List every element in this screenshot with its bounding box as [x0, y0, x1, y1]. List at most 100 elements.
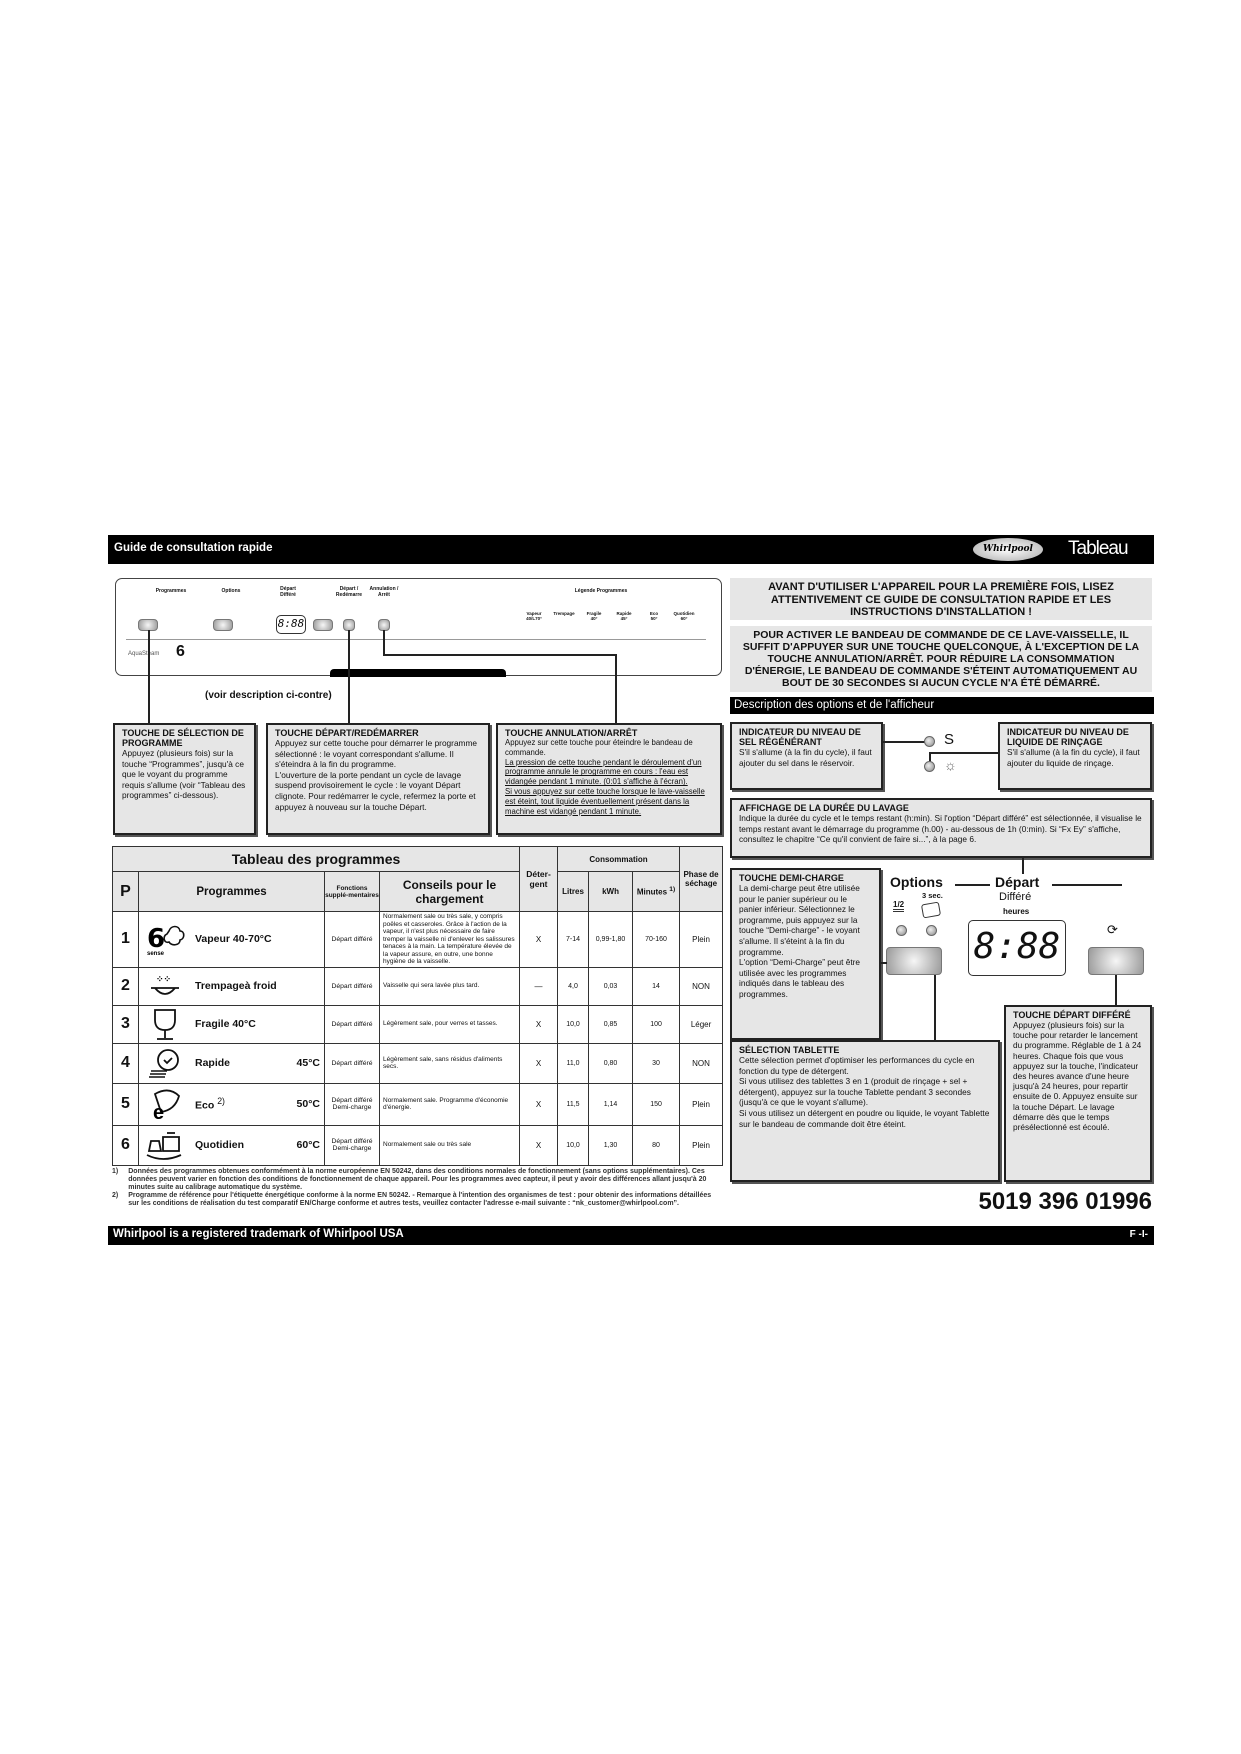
- table-row: 2 ⁘⁘ Trempageà froid Départ différé Vaiss…: [112, 966, 724, 1006]
- half-load-box: TOUCHE DEMI-CHARGE La demi-charge peut êt…: [730, 868, 881, 1040]
- table-title: Tableau des programmes: [111, 846, 521, 872]
- panel-label-depart-differe: Départ Différé: [280, 586, 296, 598]
- conseils-cell: Légèrement sale, sans résidus d'aliments…: [378, 1042, 521, 1084]
- footnote: 2) Programme de référence pour l'étiquett…: [112, 1192, 712, 1207]
- legend-item: Eco 50°: [649, 611, 659, 621]
- programme-number: 6: [112, 1124, 139, 1166]
- programme-temp: 60°C: [296, 1139, 320, 1151]
- legend-item: Trempage: [553, 611, 575, 616]
- programme-temp: 50°C: [296, 1098, 320, 1110]
- differe-label: Différé: [999, 891, 1032, 903]
- minutes-cell: 80: [632, 1124, 681, 1166]
- panel-label-annulation: Annulation / Arrêt: [369, 586, 399, 598]
- leader-line: [881, 962, 887, 964]
- leader-line: [934, 975, 936, 1040]
- divider: [955, 884, 990, 886]
- warning-read-first: AVANT D'UTILISER L'APPAREIL POUR LA PREM…: [730, 578, 1152, 620]
- panel-label-options: Options: [221, 588, 241, 594]
- kwh-cell: 0,03: [588, 966, 634, 1006]
- phase-cell: Plein: [679, 1124, 724, 1166]
- programme-name-cell: Rapide 45°C: [138, 1042, 325, 1084]
- programme-name-cell: 6 sense Vapeur 40-70°C: [138, 911, 325, 968]
- conseils-cell: Vaisselle qui sera lavée plus tard.: [378, 966, 521, 1006]
- leader-line: [615, 654, 617, 723]
- warning-activation: POUR ACTIVER LE BANDEAU DE COMMANDE DE C…: [730, 626, 1152, 692]
- eco-leaf-icon: e: [153, 1089, 181, 1122]
- rinse-led: [924, 761, 935, 772]
- three-sec-label: 3 sec.: [922, 891, 943, 900]
- salt-icon: S: [944, 731, 955, 748]
- options-label: Options: [890, 874, 943, 890]
- phase-cell: NON: [679, 966, 724, 1006]
- conseils-cell: Normalement sale ou très sale, y compris…: [378, 911, 521, 968]
- clock-plates-icon: [149, 1049, 179, 1078]
- table-row: 3 Fragile 40°C Départ différé Légèrement…: [112, 1004, 724, 1044]
- page-number: F -I-: [1129, 1229, 1148, 1240]
- panel-handle: [330, 669, 506, 677]
- detergent-cell: X: [519, 1042, 559, 1084]
- kwh-cell: 0,80: [588, 1042, 634, 1084]
- svg-text:e: e: [153, 1102, 164, 1122]
- phase-cell: Léger: [679, 1004, 724, 1044]
- delay-start-box: TOUCHE DÉPART DIFFÉRÉ Appuyez (plusieurs …: [1004, 1005, 1152, 1182]
- col-conseils: Conseils pour le chargement: [378, 871, 521, 912]
- programme-name: Trempageà froid: [195, 980, 277, 992]
- programme-selection-box: TOUCHE DE SÉLECTION DE PROGRAMME Appuyez …: [113, 723, 256, 835]
- panel-legend: Vapeur 40/L70° Trempage Fragile 40° Rapide…: [521, 611, 697, 621]
- glass-icon: [154, 1009, 176, 1040]
- guide-title: Guide de consultation rapide: [114, 542, 273, 554]
- col-minutes: Minutes 1): [632, 871, 681, 912]
- programme-name-cell: ⁘⁘ Trempageà froid: [138, 966, 325, 1006]
- minutes-cell: 70-160: [632, 911, 681, 968]
- duration-display: 8:88: [968, 920, 1066, 976]
- detergent-cell: —: [519, 966, 559, 1006]
- fonctions-cell: Départ différé Demi-charge: [324, 1124, 380, 1166]
- programme-name: Quotidien: [195, 1139, 244, 1151]
- minutes-cell: 150: [632, 1082, 681, 1126]
- wash-duration-box: AFFICHAGE DE LA DURÉE DU LAVAGE Indique l…: [730, 798, 1152, 858]
- divider: [1052, 884, 1122, 886]
- litres-cell: 10,0: [557, 1124, 590, 1166]
- programme-name-cell: e Eco 2) 50°C: [138, 1082, 325, 1126]
- col-programmes: Programmes: [138, 871, 325, 912]
- tablet-led: [926, 925, 937, 936]
- programme-name: Rapide: [195, 1057, 231, 1069]
- phase-cell: Plein: [679, 1082, 724, 1126]
- delay-start-button[interactable]: [1088, 947, 1144, 975]
- programme-number: 3: [112, 1004, 139, 1044]
- legend-item: Vapeur 40/L70°: [526, 611, 542, 621]
- half-load-button[interactable]: [886, 947, 942, 975]
- kwh-cell: 1,30: [588, 1124, 634, 1166]
- tableau-title: Tableau: [1068, 538, 1129, 559]
- leader-line: [348, 630, 350, 723]
- col-detergent: Déter-gent: [519, 846, 559, 912]
- table-row: 5 e Eco 2) 50°C Départ différé Demi-charge…: [112, 1082, 724, 1126]
- col-kwh: kWh: [588, 871, 634, 912]
- start-restart-box: TOUCHE DÉPART/REDÉMARRER Appuyez sur cett…: [266, 723, 490, 835]
- delay-button[interactable]: [313, 619, 333, 631]
- soak-icon: ⁘⁘: [151, 974, 179, 995]
- sixth-sense-badge: 6: [176, 643, 185, 660]
- tablet-icon: [920, 901, 942, 919]
- programme-number: 5: [112, 1082, 139, 1126]
- programme-name: Fragile 40°C: [195, 1018, 256, 1030]
- programme-number: 4: [112, 1042, 139, 1084]
- table-row: 6 Quotidien 60°C Départ différé Demi-char…: [112, 1124, 724, 1166]
- panel-divider: [126, 639, 706, 640]
- options-button[interactable]: [213, 619, 233, 631]
- minutes-cell: 30: [632, 1042, 681, 1084]
- programme-table: Tableau des programmes Déter-gent Consomma…: [111, 846, 724, 1166]
- litres-cell: 10,0: [557, 1004, 590, 1044]
- detergent-cell: X: [519, 1124, 559, 1166]
- control-panel-illustration: Programmes Options Départ Différé Départ…: [115, 578, 722, 677]
- fonctions-cell: Départ différé: [324, 1042, 380, 1084]
- litres-cell: 7-14: [557, 911, 590, 968]
- depart-label: Départ: [995, 874, 1040, 890]
- cancel-stop-box: TOUCHE ANNULATION/ARRÊT Appuyez sur cette…: [496, 723, 722, 835]
- col-phase: Phase de séchage: [679, 846, 724, 912]
- see-description-note: (voir description ci-contre): [205, 690, 332, 701]
- footnotes: 1) Données des programmes obtenues confor…: [112, 1168, 722, 1208]
- svg-text:⁘⁘: ⁘⁘: [156, 974, 171, 984]
- kwh-cell: 1,14: [588, 1082, 634, 1126]
- leader-line: [383, 630, 385, 655]
